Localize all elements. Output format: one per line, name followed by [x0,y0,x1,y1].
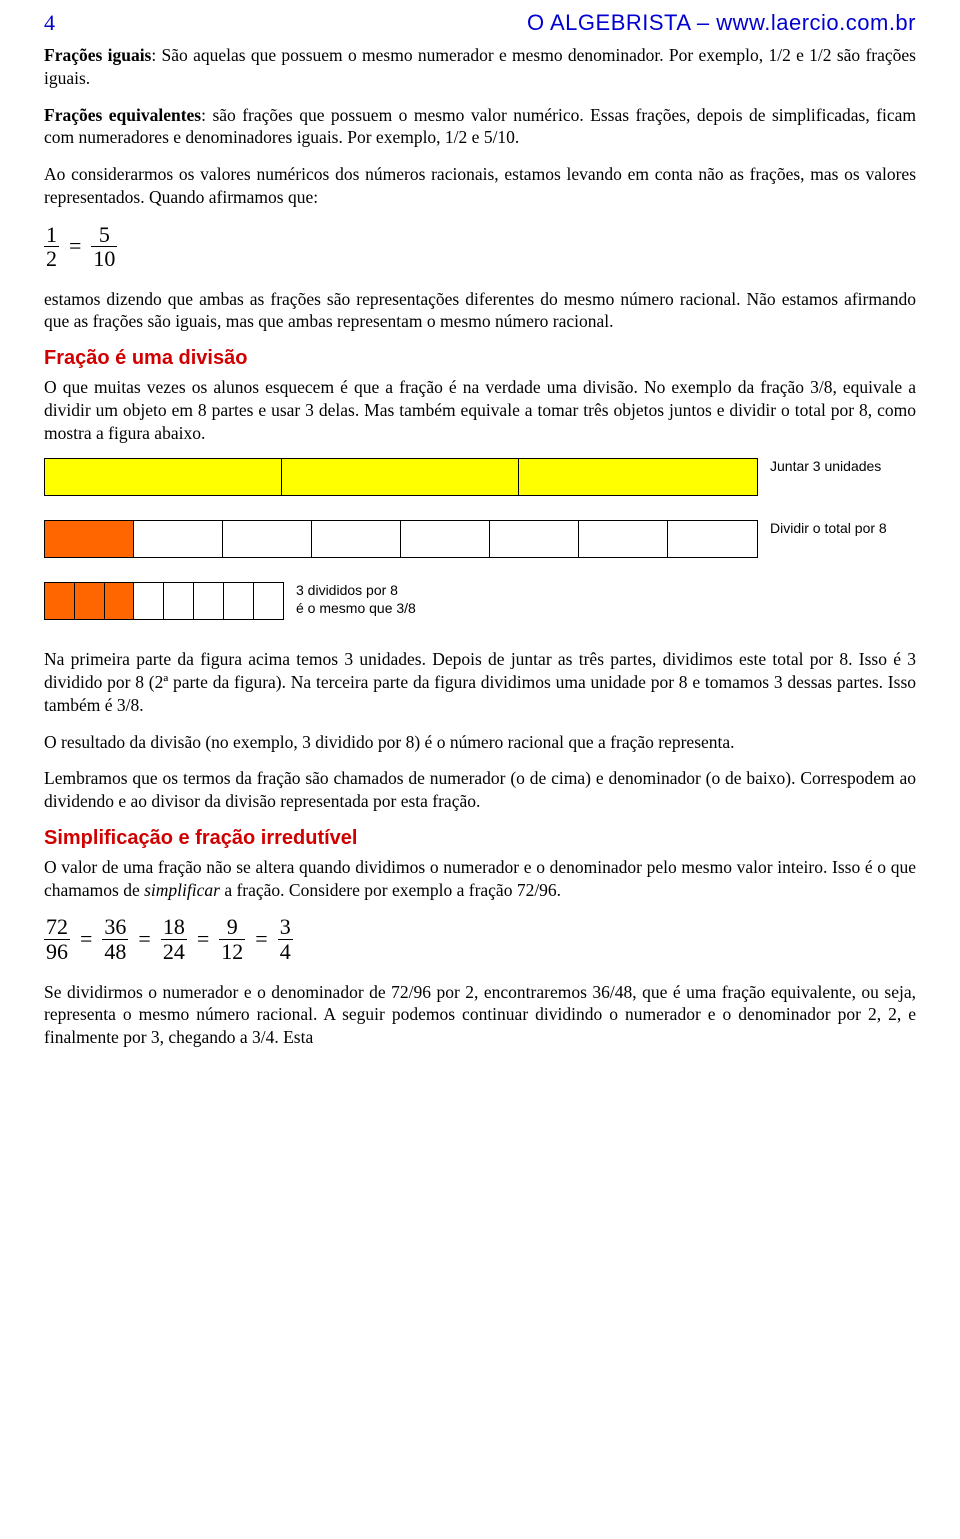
page-number: 4 [44,10,55,36]
denominator: 12 [219,939,245,963]
bar-cell [668,521,757,557]
bar-cell [519,459,757,495]
bar-cell [164,583,194,619]
bar-3-of-8 [44,582,284,620]
numerator: 9 [225,915,240,938]
numerator: 18 [161,915,187,938]
header-title: O ALGEBRISTA – www.laercio.com.br [527,10,916,36]
heading-fracao-divisao: Fração é uma divisão [44,347,916,370]
denominator: 4 [278,939,293,963]
term-fracoes-equivalentes: Frações equivalentes [44,105,201,125]
denominator: 10 [91,246,117,270]
bar-cell [45,521,134,557]
bar-cell [282,459,519,495]
paragraph-resultado-divisao: O resultado da divisão (no exemplo, 3 di… [44,731,916,754]
bar-8-parts [44,520,758,558]
text: 3 divididos por 8 [296,582,398,598]
equals-sign: = [78,926,94,952]
fraction: 7296 [44,915,70,962]
bar-cell [579,521,668,557]
bar-cell [490,521,579,557]
paragraph-final: Se dividirmos o numerador e o denominado… [44,981,916,1049]
figure-label: Juntar 3 unidades [770,458,881,476]
paragraph-explicacao-figura: Na primeira parte da figura acima temos … [44,648,916,716]
fraction: 912 [219,915,245,962]
bar-cell [45,583,75,619]
bar-cell [134,583,164,619]
text: a fração. Considere por exemplo a fração… [220,880,561,900]
denominator: 48 [102,939,128,963]
bar-cell [223,521,312,557]
term-fracoes-iguais: Frações iguais [44,45,151,65]
bar-cell [254,583,283,619]
equation-1-2-eq-5-10: 1 2 = 5 10 [44,223,916,270]
equals-sign: = [136,926,152,952]
bar-cell [194,583,224,619]
figure-label: Dividir o total por 8 [770,520,887,538]
figure-label: 3 divididos por 8 é o mesmo que 3/8 [296,582,416,617]
numerator: 36 [102,915,128,938]
paragraph-fracoes-iguais: Frações iguais: São aquelas que possuem … [44,44,916,90]
bar-cell [45,459,282,495]
figure-row-3: 3 divididos por 8 é o mesmo que 3/8 [44,582,916,620]
text: é o mesmo que 3/8 [296,600,416,616]
paragraph-fracao-divisao: O que muitas vezes os alunos esquecem é … [44,376,916,444]
bar-cell [75,583,105,619]
denominator: 24 [161,939,187,963]
equation-simplificacao-72-96: 7296 = 3648 = 1824 = 912 = 34 [44,915,916,962]
figure-row-2: Dividir o total por 8 [44,520,916,558]
fraction: 5 10 [91,223,117,270]
equals-sign: = [253,926,269,952]
paragraph-fracoes-equivalentes: Frações equivalentes: são frações que po… [44,104,916,150]
numerator: 72 [44,915,70,938]
numerator: 5 [97,223,112,246]
paragraph-termos-fracao: Lembramos que os termos da fração são ch… [44,767,916,813]
text: : São aquelas que possuem o mesmo numera… [44,45,916,88]
term-simplificar: simplificar [144,880,220,900]
paragraph-simplificar: O valor de uma fração não se altera quan… [44,856,916,902]
numerator: 3 [278,915,293,938]
bar-cell [224,583,254,619]
equals-sign: = [195,926,211,952]
fraction: 34 [278,915,293,962]
fraction: 1 2 [44,223,59,270]
denominator: 2 [44,246,59,270]
heading-simplificacao: Simplificação e fração irredutível [44,827,916,850]
fraction: 1824 [161,915,187,962]
paragraph-representacoes: estamos dizendo que ambas as frações são… [44,288,916,334]
denominator: 96 [44,939,70,963]
bar-cell [105,583,134,619]
figure-row-1: Juntar 3 unidades [44,458,916,496]
equals-sign: = [67,233,83,259]
bar-cell [401,521,490,557]
figure-fraction-bars: Juntar 3 unidades Dividir o total por 8 … [44,458,916,620]
bar-cell [134,521,223,557]
paragraph-valores-numericos: Ao considerarmos os valores numéricos do… [44,163,916,209]
page-header: 4 O ALGEBRISTA – www.laercio.com.br [44,10,916,36]
numerator: 1 [44,223,59,246]
bar-cell [312,521,401,557]
fraction: 3648 [102,915,128,962]
bar-3-units [44,458,758,496]
